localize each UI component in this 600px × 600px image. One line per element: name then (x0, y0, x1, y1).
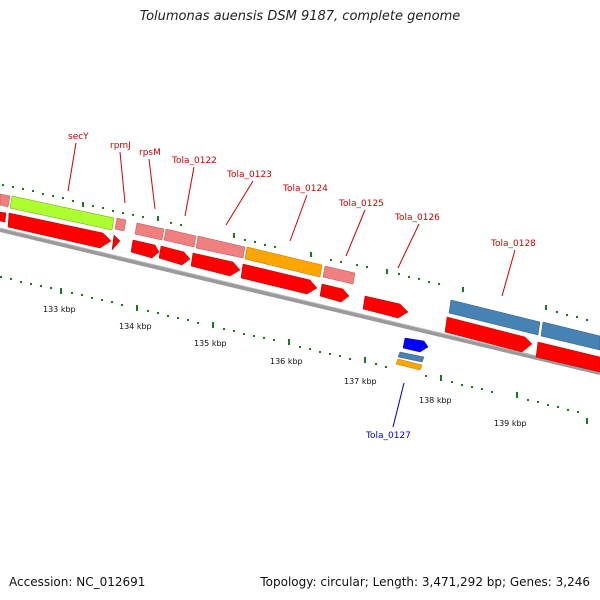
gene-label-rpsm: rpsM (139, 148, 161, 158)
accession-text: Accession: NC_012691 (9, 575, 146, 589)
cds-arrow (362, 295, 409, 319)
topology-text: Topology: circular; Length: 3,471,292 bp… (260, 575, 590, 589)
gene-feature-rpmj (114, 217, 127, 232)
upper-dotted-ruler (2, 184, 588, 321)
gene-label-tola0125: Tola_0125 (338, 199, 384, 209)
gene-feature-steelblue-right (540, 321, 600, 351)
cds-arrow (319, 283, 350, 303)
gene-feature-tola0127-blue (402, 337, 429, 353)
gene-feature-rpsm (134, 222, 165, 241)
gene-label-tola0127: Tola_0127 (365, 431, 411, 441)
cds-arrow-track (0, 211, 600, 373)
kbp-label-138: 138 kbp (419, 396, 452, 405)
gene-feature-tola0127-orange (395, 358, 423, 371)
gene-feature-tola0124 (244, 246, 323, 278)
gene-feature-tola0125 (322, 265, 356, 285)
gene-label-tola0128: Tola_0128 (490, 239, 536, 249)
cds-arrow (240, 263, 318, 295)
kbp-label-139: 139 kbp (494, 419, 527, 428)
gene-label-rpmj: rpmJ (110, 141, 131, 151)
kbp-label-134: 134 kbp (119, 322, 152, 331)
gene-track-lower (395, 337, 429, 371)
gene-label-tola0123: Tola_0123 (226, 170, 272, 180)
cds-arrow (444, 316, 533, 353)
gene-label-secy: secY (68, 132, 89, 142)
gene-track-upper (0, 193, 600, 351)
gene-feature-secy (9, 195, 115, 231)
gene-label-tola0124: Tola_0124 (282, 184, 328, 194)
cds-arrow (130, 239, 160, 259)
gene-feature-tola0123 (195, 235, 246, 259)
cds-arrow (535, 341, 600, 373)
cds-arrow (190, 252, 241, 277)
kbp-labels: 133 kbp 134 kbp 135 kbp 136 kbp 137 kbp … (43, 305, 527, 428)
gene-label-tola0126: Tola_0126 (394, 213, 440, 223)
cds-arrow (0, 211, 7, 223)
gene-feature-tola0122 (163, 228, 197, 248)
gene-feature-tola0127-steelblue (397, 351, 425, 363)
label-leader-lines (67, 142, 516, 428)
gene-feature-pink-left (0, 193, 11, 208)
lower-dotted-ruler (0, 276, 588, 424)
kbp-label-135: 135 kbp (194, 339, 227, 348)
kbp-label-136: 136 kbp (270, 357, 303, 366)
genome-backbone (0, 227, 600, 375)
kbp-label-137: 137 kbp (344, 377, 377, 386)
gene-label-tola0122: Tola_0122 (171, 156, 217, 166)
gene-labels: secY rpmJ rpsM Tola_0122 Tola_0123 Tola_… (68, 132, 536, 441)
kbp-label-133: 133 kbp (43, 305, 76, 314)
cds-arrow (158, 245, 191, 266)
map-title: Tolumonas auensis DSM 9187, complete gen… (139, 9, 461, 24)
gene-feature-tola0128 (448, 299, 541, 336)
cds-arrow (111, 234, 121, 251)
cds-arrow (7, 212, 112, 249)
